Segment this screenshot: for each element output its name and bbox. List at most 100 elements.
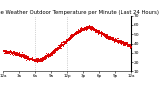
Point: [96, 31, 98, 32]
Point: [97, 31, 100, 32]
Point: [51, 51, 54, 52]
Point: [8, 51, 11, 52]
Point: [29, 58, 32, 59]
Point: [15, 53, 17, 54]
Point: [100, 32, 103, 34]
Point: [38, 59, 40, 61]
Point: [44, 55, 47, 57]
Point: [24, 56, 26, 58]
Point: [124, 42, 127, 43]
Point: [26, 56, 29, 57]
Point: [86, 27, 89, 28]
Point: [35, 58, 38, 60]
Point: [2, 50, 5, 51]
Point: [122, 42, 125, 44]
Point: [52, 51, 55, 52]
Point: [113, 39, 116, 40]
Point: [27, 56, 30, 57]
Point: [98, 31, 101, 33]
Point: [103, 32, 105, 34]
Point: [97, 30, 100, 32]
Point: [74, 33, 77, 34]
Point: [7, 51, 10, 53]
Point: [34, 60, 36, 62]
Point: [112, 39, 115, 40]
Point: [95, 30, 97, 31]
Point: [60, 43, 63, 45]
Point: [113, 38, 116, 40]
Point: [3, 52, 6, 53]
Point: [92, 27, 95, 28]
Point: [69, 36, 72, 37]
Point: [76, 30, 79, 32]
Point: [17, 54, 20, 55]
Point: [29, 58, 32, 60]
Point: [53, 49, 56, 51]
Point: [88, 27, 91, 28]
Point: [120, 40, 123, 41]
Point: [39, 57, 41, 59]
Point: [96, 31, 99, 32]
Point: [121, 41, 124, 43]
Point: [128, 44, 130, 46]
Point: [66, 39, 68, 41]
Point: [105, 38, 108, 39]
Point: [37, 58, 40, 59]
Point: [109, 39, 112, 40]
Point: [72, 33, 75, 35]
Point: [118, 39, 120, 41]
Point: [124, 41, 127, 42]
Point: [38, 59, 40, 60]
Point: [84, 26, 87, 28]
Point: [51, 52, 54, 53]
Point: [65, 38, 68, 40]
Point: [116, 39, 119, 41]
Point: [25, 56, 28, 57]
Point: [117, 40, 120, 42]
Point: [21, 55, 24, 56]
Point: [11, 52, 14, 53]
Point: [40, 57, 43, 58]
Point: [62, 43, 65, 45]
Point: [49, 54, 52, 55]
Point: [79, 29, 82, 30]
Point: [45, 56, 47, 57]
Point: [114, 39, 116, 41]
Point: [63, 41, 65, 43]
Point: [89, 29, 91, 30]
Point: [51, 52, 53, 54]
Point: [38, 60, 41, 61]
Point: [105, 33, 108, 35]
Point: [114, 40, 116, 41]
Point: [9, 53, 12, 55]
Point: [122, 42, 124, 43]
Point: [12, 52, 14, 54]
Point: [70, 33, 72, 35]
Point: [22, 57, 24, 58]
Point: [27, 58, 29, 59]
Point: [14, 54, 16, 55]
Point: [76, 32, 78, 33]
Point: [103, 34, 105, 36]
Point: [77, 30, 80, 32]
Point: [15, 52, 17, 54]
Point: [101, 33, 103, 34]
Point: [73, 33, 76, 35]
Point: [124, 44, 127, 45]
Point: [28, 58, 31, 59]
Point: [26, 57, 28, 59]
Point: [3, 50, 6, 52]
Point: [74, 33, 76, 34]
Point: [41, 58, 44, 59]
Point: [109, 39, 112, 40]
Point: [16, 53, 18, 54]
Point: [9, 52, 11, 53]
Point: [67, 39, 69, 40]
Point: [23, 57, 26, 58]
Point: [75, 32, 77, 33]
Point: [50, 51, 53, 52]
Point: [84, 26, 87, 27]
Point: [12, 51, 15, 53]
Point: [93, 29, 96, 30]
Point: [63, 41, 66, 42]
